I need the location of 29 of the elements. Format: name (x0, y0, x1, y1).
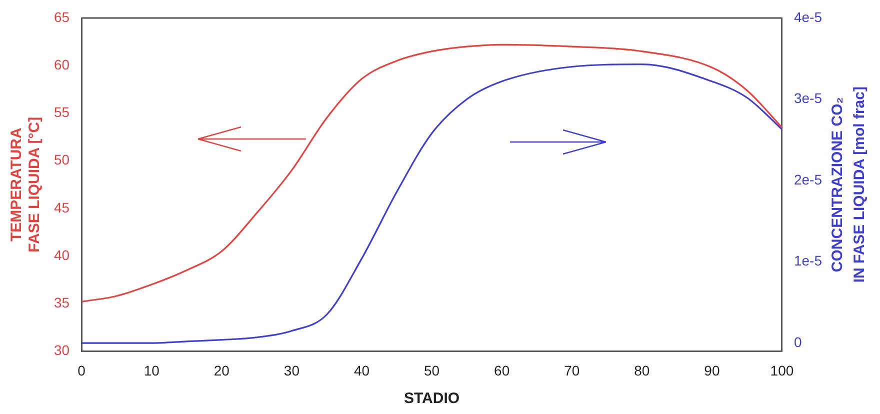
x-tick-label: 40 (354, 362, 370, 378)
y2-axis-title: CONCENTRAZIONE CO₂ IN FASE LIQUIDA [mol frac] (829, 86, 868, 283)
x-tick-label: 50 (424, 362, 440, 378)
y-tick-label: 45 (54, 199, 70, 216)
x-tick-label: 60 (494, 362, 510, 378)
x-tick-label: 80 (634, 362, 650, 378)
x-tick-label: 90 (704, 362, 720, 378)
y2-tick-label: 0 (794, 334, 802, 350)
y-tick-label: 65 (54, 8, 70, 25)
y2-tick-label: 1e-5 (794, 252, 822, 269)
x-tick-label: 30 (284, 362, 300, 378)
line-series (82, 44, 782, 302)
line-series (82, 64, 782, 344)
y-tick-label: 50 (54, 152, 70, 168)
y2-tick-label: 3e-5 (794, 90, 822, 106)
x-tick-label: 20 (214, 362, 230, 378)
y-tick-label: 40 (54, 246, 70, 263)
y-tick-label: 30 (54, 342, 70, 358)
y-axis-title: TEMPERATURA FASE LIQUIDA [°C] (8, 116, 44, 252)
x-tick-label: 100 (770, 362, 794, 378)
y2-tick-label: 2e-5 (794, 171, 822, 188)
x-tick-label: 70 (564, 362, 580, 378)
y2-tick-label: 4e-5 (794, 8, 822, 25)
y-tick-label: 35 (54, 294, 70, 310)
y-tick-label: 55 (54, 104, 70, 120)
x-axis-title: STADIO (404, 390, 460, 408)
x-tick-label: 0 (78, 362, 86, 378)
x-tick-label: 10 (144, 362, 160, 378)
y-tick-label: 60 (54, 56, 70, 72)
